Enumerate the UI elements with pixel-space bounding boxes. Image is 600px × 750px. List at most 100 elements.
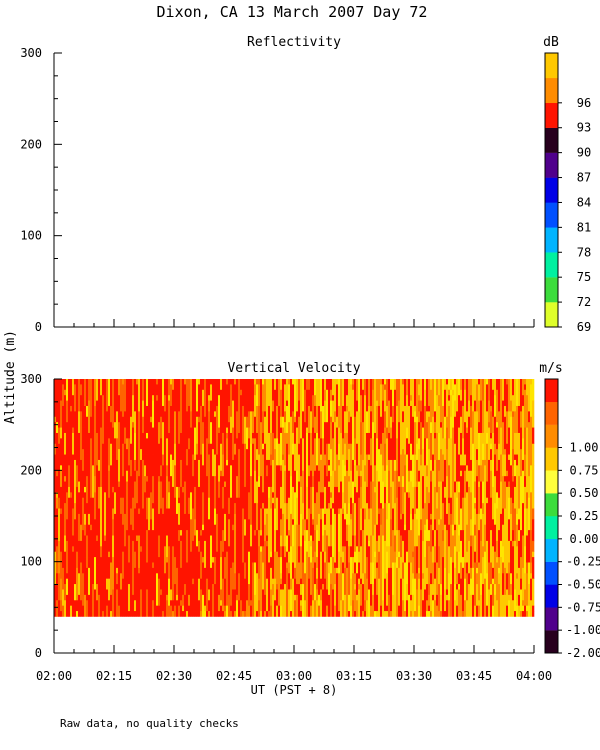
velocity-colorbar-bin: [545, 516, 558, 540]
velocity-cell: [344, 503, 347, 520]
velocity-cell: [216, 578, 219, 590]
velocity-cell: [216, 481, 219, 515]
velocity-cell: [210, 567, 213, 590]
velocity-cell: [350, 470, 353, 499]
velocity-cell: [104, 605, 107, 617]
velocity-cell: [230, 611, 233, 617]
velocity-cell: [518, 605, 521, 617]
velocity-cell: [328, 557, 331, 563]
velocity-cell: [410, 405, 413, 439]
velocity-cell: [392, 540, 395, 563]
velocity-cell: [136, 459, 139, 472]
velocity-cell: [396, 573, 399, 606]
velocity-colorbar-label: 0.00: [570, 532, 599, 546]
velocity-cell: [496, 422, 499, 428]
velocity-cell: [262, 508, 265, 520]
velocity-cell: [92, 411, 95, 439]
velocity-cell: [468, 379, 471, 401]
velocity-cell: [372, 400, 375, 412]
velocity-cell: [332, 589, 335, 617]
velocity-cell: [332, 497, 335, 504]
velocity-cell: [260, 411, 263, 423]
velocity-cell: [62, 384, 65, 407]
velocity-cell: [154, 411, 157, 445]
velocity-cell: [294, 492, 297, 504]
velocity-cell: [82, 530, 85, 563]
velocity-cell: [458, 535, 461, 552]
velocity-cell: [124, 411, 127, 428]
velocity-cell: [318, 584, 321, 596]
velocity-cell: [268, 562, 271, 596]
velocity-cell: [270, 551, 273, 558]
velocity-cell: [522, 605, 525, 612]
velocity-cell: [506, 379, 509, 385]
velocity-cell: [364, 551, 367, 574]
velocity-cell: [266, 465, 269, 477]
velocity-cell: [278, 454, 281, 466]
velocity-cell: [406, 492, 409, 520]
velocity-cell: [70, 492, 73, 499]
velocity-cell: [272, 400, 275, 412]
velocity-cell: [406, 600, 409, 606]
velocity-cell: [296, 508, 299, 526]
velocity-cell: [490, 584, 493, 596]
velocity-cell: [112, 589, 115, 617]
velocity-cell: [252, 589, 255, 617]
velocity-cell: [88, 470, 91, 499]
velocity-cell: [398, 530, 401, 553]
velocity-cell: [428, 584, 431, 596]
velocity-cell: [180, 600, 183, 606]
velocity-cell: [348, 503, 351, 526]
velocity-cell: [476, 389, 479, 396]
velocity-cell: [508, 459, 511, 482]
velocity-cell: [322, 379, 325, 407]
velocity-cell: [218, 530, 221, 563]
velocity-cell: [470, 578, 473, 596]
velocity-cell: [504, 449, 507, 455]
velocity-cell: [386, 411, 389, 428]
velocity-cell: [462, 557, 465, 569]
velocity-cell: [244, 470, 247, 488]
velocity-cell: [410, 611, 413, 617]
velocity-cell: [316, 405, 319, 434]
velocity-cell: [210, 513, 213, 536]
velocity-cell: [466, 384, 469, 412]
velocity-cell: [360, 470, 363, 477]
velocity-cell: [360, 476, 363, 488]
velocity-cell: [144, 524, 147, 547]
velocity-cell: [278, 578, 281, 606]
velocity-cell: [190, 465, 193, 493]
velocity-cell: [230, 379, 233, 385]
velocity-cell: [230, 513, 233, 526]
velocity-cell: [154, 551, 157, 574]
velocity-cell: [280, 465, 283, 472]
velocity-cell: [328, 508, 331, 520]
velocity-cell: [116, 584, 119, 590]
velocity-cell: [306, 486, 309, 520]
velocity-cell: [98, 551, 101, 579]
velocity-cell: [400, 519, 403, 536]
velocity-cell: [400, 557, 403, 579]
velocity-cell: [492, 546, 495, 563]
velocity-cell: [80, 503, 83, 526]
velocity-cell: [238, 497, 241, 504]
velocity-cell: [242, 611, 245, 617]
velocity-cell: [442, 594, 445, 617]
velocity-cell: [452, 594, 455, 617]
velocity-cell: [212, 443, 215, 450]
velocity-cell: [134, 589, 137, 601]
velocity-cell: [524, 546, 527, 574]
velocity-cell: [282, 589, 285, 617]
velocity-cell: [398, 567, 401, 585]
velocity-cell: [378, 605, 381, 612]
velocity-cell: [176, 486, 179, 515]
velocity-cell: [494, 551, 497, 585]
velocity-cell: [470, 395, 473, 407]
velocity-cell: [242, 379, 245, 407]
velocity-cell: [254, 530, 257, 536]
velocity-cell: [416, 379, 419, 412]
velocity-cell: [334, 486, 337, 515]
velocity-cell: [248, 411, 251, 428]
velocity-cell: [208, 600, 211, 606]
velocity-cell: [502, 535, 505, 547]
